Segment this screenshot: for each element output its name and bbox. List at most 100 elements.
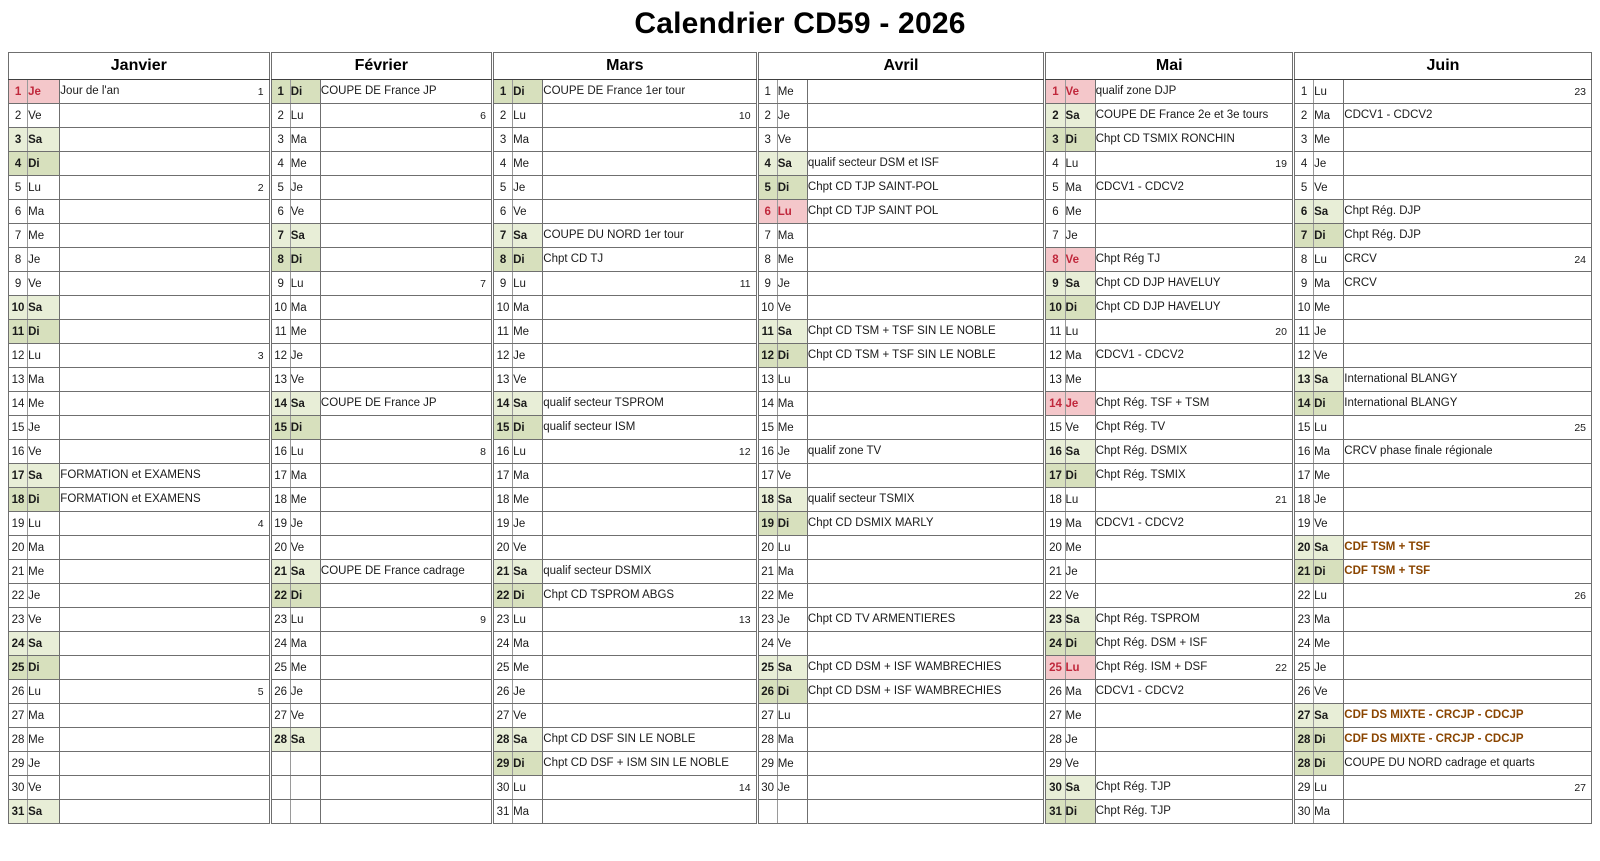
day-event-cell[interactable] <box>320 703 492 728</box>
day-event-cell[interactable]: 7 <box>320 271 492 296</box>
day-event-cell[interactable]: 21 <box>1095 487 1293 512</box>
day-event-cell[interactable] <box>542 703 757 728</box>
day-event-cell[interactable]: Chpt CD DJP HAVELUY <box>1095 271 1293 296</box>
day-event-cell[interactable] <box>59 799 270 824</box>
day-event-cell[interactable]: qualif secteur TSMIX <box>807 487 1045 512</box>
day-event-cell[interactable]: Chpt Rég. TV <box>1095 415 1293 440</box>
day-event-cell[interactable] <box>59 151 270 176</box>
day-event-cell[interactable] <box>807 103 1045 128</box>
day-event-cell[interactable] <box>1343 679 1592 704</box>
day-event-cell[interactable] <box>320 583 492 608</box>
day-event-cell[interactable] <box>1343 799 1592 824</box>
day-event-cell[interactable]: Chpt CD TSM + TSF SIN LE NOBLE <box>807 319 1045 344</box>
day-event-cell[interactable]: 2 <box>59 175 270 200</box>
day-event-cell[interactable] <box>542 175 757 200</box>
day-event-cell[interactable]: 11 <box>542 271 757 296</box>
day-event-cell[interactable]: Chpt Rég. DSMIX <box>1095 439 1293 464</box>
day-event-cell[interactable] <box>59 367 270 392</box>
day-event-cell[interactable] <box>1343 511 1592 536</box>
day-event-cell[interactable] <box>320 175 492 200</box>
day-event-cell[interactable]: 14 <box>542 775 757 800</box>
day-event-cell[interactable] <box>59 631 270 656</box>
day-event-cell[interactable]: CDCV1 - CDCV2 <box>1095 679 1293 704</box>
day-event-cell[interactable]: qualif secteur ISM <box>542 415 757 440</box>
day-event-cell[interactable] <box>59 199 270 224</box>
day-event-cell[interactable] <box>1343 295 1592 320</box>
day-event-cell[interactable]: COUPE DE France cadrage <box>320 559 492 584</box>
day-event-cell[interactable]: Chpt Rég TJ <box>1095 247 1293 272</box>
day-event-cell[interactable] <box>320 487 492 512</box>
day-event-cell[interactable] <box>807 775 1045 800</box>
day-event-cell[interactable]: 3 <box>59 343 270 368</box>
day-event-cell[interactable]: Chpt CD TJ <box>542 247 757 272</box>
day-event-cell[interactable] <box>320 463 492 488</box>
day-event-cell[interactable] <box>542 343 757 368</box>
day-event-cell[interactable] <box>542 511 757 536</box>
day-event-cell[interactable] <box>320 799 492 824</box>
day-event-cell[interactable] <box>59 391 270 416</box>
day-event-cell[interactable] <box>807 415 1045 440</box>
day-event-cell[interactable] <box>1343 487 1592 512</box>
day-event-cell[interactable] <box>807 703 1045 728</box>
day-event-cell[interactable]: CDF DS MIXTE - CRCJP - CDCJP <box>1343 703 1592 728</box>
day-event-cell[interactable] <box>1343 607 1592 632</box>
day-event-cell[interactable] <box>320 367 492 392</box>
day-event-cell[interactable] <box>1095 559 1293 584</box>
day-event-cell[interactable] <box>59 655 270 680</box>
day-event-cell[interactable] <box>542 535 757 560</box>
day-event-cell[interactable] <box>320 535 492 560</box>
day-event-cell[interactable]: Chpt CD DSF SIN LE NOBLE <box>542 727 757 752</box>
day-event-cell[interactable] <box>542 319 757 344</box>
day-event-cell[interactable] <box>320 343 492 368</box>
day-event-cell[interactable] <box>542 127 757 152</box>
day-event-cell[interactable]: 12 <box>542 439 757 464</box>
day-event-cell[interactable] <box>320 127 492 152</box>
day-event-cell[interactable]: COUPE DE France 1er tour <box>542 79 757 104</box>
day-event-cell[interactable]: Chpt CD TSMIX RONCHIN <box>1095 127 1293 152</box>
day-event-cell[interactable]: 6 <box>320 103 492 128</box>
day-event-cell[interactable]: COUPE DU NORD 1er tour <box>542 223 757 248</box>
day-event-cell[interactable] <box>59 439 270 464</box>
day-event-cell[interactable]: CRCV phase finale régionale <box>1343 439 1592 464</box>
day-event-cell[interactable] <box>807 271 1045 296</box>
day-event-cell[interactable] <box>1343 343 1592 368</box>
day-event-cell[interactable] <box>320 199 492 224</box>
day-event-cell[interactable]: 27 <box>1343 775 1592 800</box>
day-event-cell[interactable]: FORMATION et EXAMENS <box>59 463 270 488</box>
day-event-cell[interactable] <box>807 559 1045 584</box>
day-event-cell[interactable] <box>320 631 492 656</box>
day-event-cell[interactable] <box>59 319 270 344</box>
day-event-cell[interactable]: 19 <box>1095 151 1293 176</box>
day-event-cell[interactable]: Jour de l'an 1 <box>59 79 270 104</box>
day-event-cell[interactable]: FORMATION et EXAMENS <box>59 487 270 512</box>
day-event-cell[interactable] <box>542 151 757 176</box>
day-event-cell[interactable] <box>320 727 492 752</box>
day-event-cell[interactable]: qualif zone TV <box>807 439 1045 464</box>
day-event-cell[interactable]: 20 <box>1095 319 1293 344</box>
day-event-cell[interactable] <box>1095 703 1293 728</box>
day-event-cell[interactable]: International BLANGY <box>1343 391 1592 416</box>
day-event-cell[interactable]: Chpt Rég. TSMIX <box>1095 463 1293 488</box>
day-event-cell[interactable]: CRCV <box>1343 271 1592 296</box>
day-event-cell[interactable] <box>59 535 270 560</box>
day-event-cell[interactable] <box>542 463 757 488</box>
day-event-cell[interactable] <box>59 559 270 584</box>
day-event-cell[interactable]: Chpt CD DSM + ISF WAMBRECHIES <box>807 679 1045 704</box>
day-event-cell[interactable] <box>320 415 492 440</box>
day-event-cell[interactable] <box>1343 127 1592 152</box>
day-event-cell[interactable] <box>807 247 1045 272</box>
day-event-cell[interactable] <box>542 655 757 680</box>
day-event-cell[interactable] <box>59 751 270 776</box>
day-event-cell[interactable] <box>807 391 1045 416</box>
day-event-cell[interactable]: Chpt CD TJP SAINT POL <box>807 199 1045 224</box>
day-event-cell[interactable] <box>59 703 270 728</box>
day-event-cell[interactable]: CDF DS MIXTE - CRCJP - CDCJP <box>1343 727 1592 752</box>
day-event-cell[interactable]: Chpt CD TV ARMENTIERES <box>807 607 1045 632</box>
day-event-cell[interactable] <box>1095 751 1293 776</box>
day-event-cell[interactable] <box>320 511 492 536</box>
day-event-cell[interactable]: Chpt Rég. DJP <box>1343 199 1592 224</box>
day-event-cell[interactable] <box>59 775 270 800</box>
day-event-cell[interactable] <box>59 271 270 296</box>
day-event-cell[interactable]: Chpt Rég. DJP <box>1343 223 1592 248</box>
day-event-cell[interactable] <box>807 751 1045 776</box>
